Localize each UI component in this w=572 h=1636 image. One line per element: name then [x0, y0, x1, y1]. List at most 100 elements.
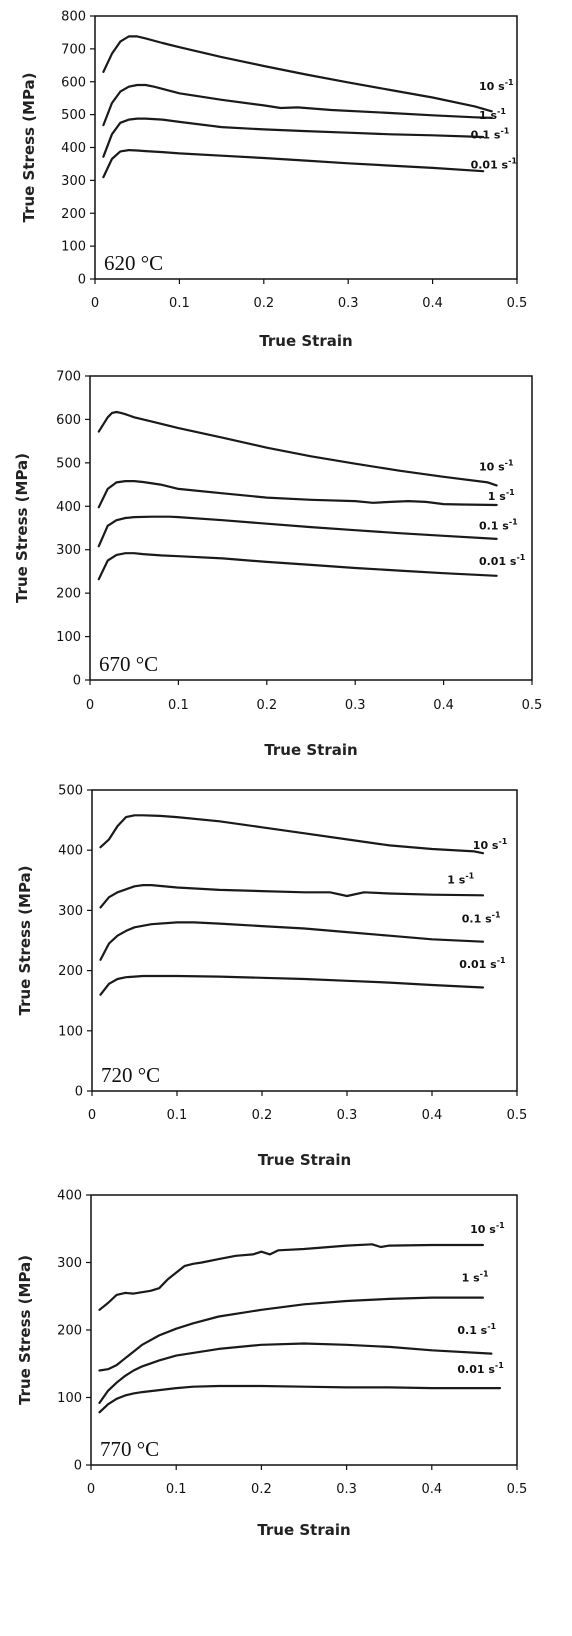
plot-frame	[94, 15, 518, 280]
x-tick-label: 0.2	[256, 698, 277, 713]
superscript: -1	[495, 1361, 504, 1370]
x-axis-title: True Strain	[264, 741, 357, 759]
series-line	[99, 921, 485, 961]
strain-rate-label: 1 s-1	[462, 1269, 489, 1284]
x-tick-label: 0.5	[507, 296, 528, 311]
series-line	[99, 974, 485, 996]
y-tick-label: 400	[56, 500, 81, 515]
plot-frame	[91, 789, 518, 1092]
series-line	[98, 1243, 484, 1311]
x-tick-label: 0.4	[422, 1108, 443, 1123]
superscript: -1	[496, 1221, 505, 1230]
strain-rate-label: 0.1 s-1	[479, 518, 518, 533]
series-line	[98, 1296, 484, 1372]
x-tick-label: 0.1	[168, 698, 189, 713]
series-line	[102, 149, 485, 179]
superscript: -1	[509, 518, 518, 527]
x-axis-title: True Strain	[258, 1151, 351, 1169]
y-tick-label: 400	[57, 1189, 82, 1204]
series-line	[98, 1384, 502, 1414]
y-tick-label: 400	[61, 141, 86, 156]
x-tick-label: 0.3	[337, 1108, 358, 1123]
chart-770c: 0 100 200 300 400 0 0.1 0.2 0.3 0.4 0.5 True Strain…	[0, 1189, 572, 1636]
y-tick-label: 800	[61, 10, 86, 25]
y-tick-label: 100	[57, 1391, 82, 1406]
temperature-label: 620 °C	[104, 251, 163, 275]
chart-720c: 0 100 200 300 400 500 0 0.1 0.2 0.3 0.4 0.5 True Str…	[0, 780, 572, 1185]
y-axis-title: True Stress (MPa)	[16, 1255, 34, 1405]
superscript: -1	[500, 126, 509, 135]
y-tick-label: 600	[56, 413, 81, 428]
y-axis-title: True Stress (MPa)	[13, 453, 31, 603]
x-tick-label: 0.1	[169, 296, 190, 311]
y-axis-title: True Stress (MPa)	[16, 865, 34, 1015]
y-tick-label: 0	[75, 1085, 83, 1100]
y-tick-label: 200	[57, 1324, 82, 1339]
x-tick-label: 0.5	[507, 1108, 528, 1123]
x-tick-label: 0	[86, 698, 94, 713]
y-tick-label: 600	[61, 75, 86, 90]
series-line	[99, 814, 485, 855]
series-line	[102, 117, 485, 158]
superscript: -1	[498, 837, 507, 846]
superscript: -1	[516, 553, 525, 562]
y-tick-label: 500	[56, 456, 81, 471]
x-tick-label: 0.3	[338, 296, 359, 311]
superscript: -1	[480, 1269, 489, 1278]
x-tick-label: 0	[88, 1108, 96, 1123]
strain-rate-label: 0.01 s-1	[471, 157, 518, 172]
superscript: -1	[505, 459, 514, 468]
y-tick-label: 100	[61, 240, 86, 255]
chart-670c: 0 100 200 300 400 500 600 700 0 0.1 0.2 0.3 0.4 0.5 Tr…	[0, 365, 572, 770]
superscript: -1	[492, 910, 501, 919]
y-tick-label: 100	[56, 630, 81, 645]
chart-svg: 0 100 200 300 400 500 600 700 0 0.1 0.2 0.3 0.4 0.5 Tr…	[13, 370, 542, 760]
x-axis-title: True Strain	[259, 332, 352, 350]
strain-rate-label: 0.01 s-1	[459, 956, 506, 971]
superscript: -1	[506, 488, 515, 497]
strain-rate-label: 10 s-1	[479, 459, 514, 474]
x-axis-title: True Strain	[257, 1521, 350, 1539]
plot-frame	[89, 375, 533, 681]
strain-rate-label: 1 s-1	[447, 871, 474, 886]
x-tick-label: 0.1	[167, 1108, 188, 1123]
x-tick-label: 0.4	[422, 296, 443, 311]
x-tick-label: 0.2	[252, 1108, 273, 1123]
superscript: -1	[497, 107, 506, 116]
temperature-label: 770 °C	[100, 1437, 159, 1461]
superscript: -1	[487, 1322, 496, 1331]
series-line	[97, 515, 498, 548]
y-tick-label: 200	[58, 964, 83, 979]
y-tick-label: 0	[78, 273, 86, 288]
strain-rate-label: 0.1 s-1	[471, 126, 510, 141]
series-line	[102, 35, 493, 113]
x-tick-label: 0.5	[507, 1482, 528, 1497]
y-axis-title: True Stress (MPa)	[20, 72, 38, 222]
chart-svg: 0 100 200 300 400 500 0 0.1 0.2 0.3 0.4 0.5 True Str…	[16, 784, 528, 1170]
strain-rate-label: 0.01 s-1	[457, 1361, 504, 1376]
series-line	[97, 410, 498, 487]
y-tick-label: 400	[58, 844, 83, 859]
x-tick-label: 0.2	[251, 1482, 272, 1497]
series-line	[97, 480, 498, 509]
strain-rate-label: 10 s-1	[473, 837, 508, 852]
superscript: -1	[508, 157, 517, 166]
plot-frame	[90, 1194, 518, 1466]
chart-620c: 0 100 200 300 400 500 600 700 800 0 0.1 0.2 0.3 0.4 0.…	[0, 0, 572, 372]
strain-rate-label: 1 s-1	[488, 488, 515, 503]
x-tick-label: 0.3	[336, 1482, 357, 1497]
x-tick-label: 0.4	[433, 698, 454, 713]
y-tick-label: 500	[61, 108, 86, 123]
series-line	[99, 884, 485, 909]
strain-rate-label: 0.01 s-1	[479, 553, 526, 568]
superscript: -1	[465, 871, 474, 880]
y-tick-label: 0	[74, 1459, 82, 1474]
chart-svg: 0 100 200 300 400 500 600 700 800 0 0.1 0.2 0.3 0.4 0.…	[20, 10, 528, 351]
x-tick-label: 0	[91, 296, 99, 311]
superscript: -1	[497, 956, 506, 965]
y-tick-label: 300	[57, 1256, 82, 1271]
y-tick-label: 700	[61, 42, 86, 57]
strain-rate-label: 1 s-1	[479, 107, 506, 122]
y-tick-label: 300	[58, 904, 83, 919]
x-tick-label: 0	[87, 1482, 95, 1497]
